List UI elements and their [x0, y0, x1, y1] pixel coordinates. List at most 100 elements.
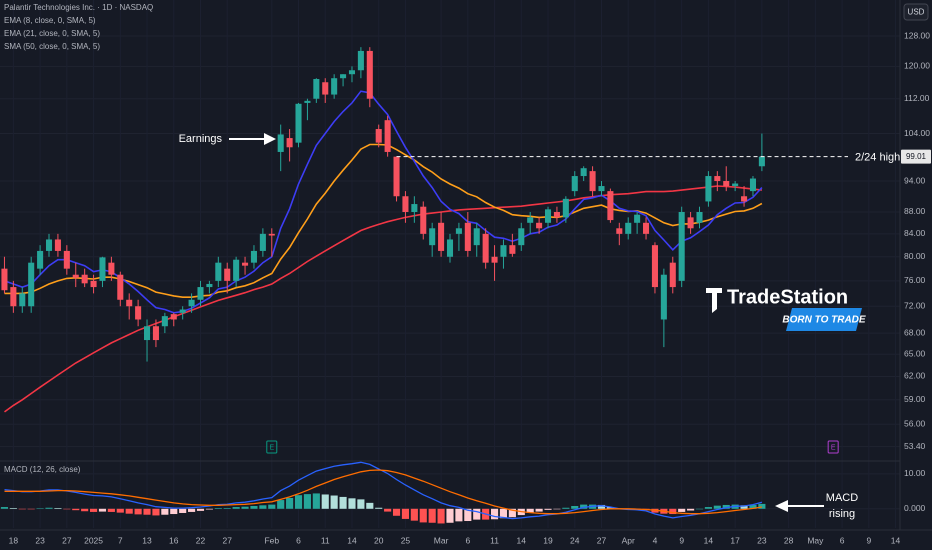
macd-histogram-bar: [205, 508, 213, 510]
candle-body: [313, 79, 320, 99]
macd-histogram-bar: [508, 508, 516, 518]
x-tick-label: 17: [730, 535, 740, 545]
x-tick-label: 14: [347, 535, 357, 545]
candle-body: [758, 156, 765, 167]
y-tick-label: 62.00: [904, 371, 926, 381]
candle-body: [696, 211, 703, 223]
macd-histogram-bar: [259, 505, 267, 509]
macd-histogram-bar: [18, 508, 26, 510]
macd-histogram-bar: [27, 508, 35, 510]
x-tick-label: 6: [465, 535, 470, 545]
macd-histogram-bar: [250, 506, 258, 509]
macd-histogram-bar: [188, 508, 196, 512]
macd-histogram-bar: [161, 508, 169, 515]
candle-body: [144, 326, 151, 341]
candle-body: [669, 262, 676, 288]
x-tick-label: 22: [196, 535, 206, 545]
candle-body: [678, 211, 685, 281]
candle-body: [536, 222, 543, 229]
macd-histogram-bar: [455, 508, 463, 522]
macd-histogram-bar: [0, 507, 9, 509]
macd-histogram-bar: [81, 508, 89, 512]
x-tick-label: 19: [543, 535, 553, 545]
macd-line: [4, 461, 763, 520]
candle-body: [215, 262, 222, 281]
earnings-note: Earnings: [179, 133, 223, 145]
marks: [0, 47, 766, 524]
x-tick-label: May: [807, 535, 824, 545]
y-tick-label: 0.000: [904, 503, 926, 513]
candle-body: [37, 250, 44, 269]
candle-body: [45, 239, 53, 251]
macd-histogram-bar: [98, 508, 107, 512]
macd-histogram-bar: [134, 508, 142, 515]
candle-body: [741, 196, 748, 202]
candle-body: [340, 74, 347, 79]
macd-histogram-bar: [90, 508, 98, 512]
macd-histogram-bar: [232, 507, 240, 509]
candle-body: [206, 283, 213, 288]
chart-title: Palantir Technologies Inc. · 1D · NASDAQ: [4, 3, 153, 12]
y-tick-label: 112.00: [904, 93, 930, 103]
macd-histogram-bar: [535, 508, 543, 512]
candle-body: [455, 228, 462, 234]
macd-histogram-bar: [366, 502, 374, 509]
macd-histogram-bar: [54, 508, 62, 509]
event-label: E: [831, 444, 836, 451]
candle-body: [366, 50, 373, 99]
candle-body: [705, 176, 712, 202]
macd-histogram-bar: [277, 500, 285, 509]
candle-body: [491, 256, 498, 263]
annotations: E E Earnings 2/24 high MACD rising: [179, 133, 901, 520]
candle-body: [625, 222, 632, 234]
candle-body: [527, 217, 534, 223]
macd-histogram-bar: [63, 508, 71, 510]
candle-body: [286, 138, 293, 148]
candle-body: [544, 209, 552, 223]
macd-histogram-bar: [375, 507, 383, 509]
candle-body: [135, 306, 142, 320]
candle-body: [63, 250, 70, 269]
macd-histogram-bar: [722, 504, 730, 509]
candle-body: [54, 239, 61, 251]
macd-histogram-bar: [669, 508, 677, 515]
candle-body: [1, 268, 8, 291]
y-tick-label: 68.00: [904, 327, 926, 337]
macd-histogram-bar: [384, 508, 392, 512]
candle-body: [179, 309, 186, 313]
candle-body: [152, 326, 159, 341]
macd-histogram-bar: [464, 508, 472, 522]
watermark: TradeStation BORN TO TRADE: [706, 286, 866, 331]
y-tick-label: 88.00: [904, 206, 926, 216]
x-tick-label: 7: [118, 535, 123, 545]
candle-body: [509, 245, 516, 254]
candle-body: [10, 287, 17, 307]
x-tick-label: 20: [374, 535, 384, 545]
candle-body: [197, 287, 204, 300]
y-tick-label: 128.00: [904, 30, 930, 40]
candle-body: [250, 250, 257, 263]
event-label: E: [269, 444, 274, 451]
logo-icon: [706, 288, 722, 313]
high-note: 2/24 high: [855, 152, 900, 164]
macd-histogram-bar: [170, 508, 178, 515]
currency-button[interactable]: [903, 3, 929, 21]
candle-body: [384, 120, 391, 152]
macd-histogram-bar: [286, 497, 294, 509]
y-tick-label: 59.00: [904, 394, 926, 404]
candle-body: [28, 262, 35, 307]
candle-body: [375, 129, 382, 143]
macd-histogram-bar: [45, 507, 53, 509]
y-tick-label: 94.00: [904, 175, 926, 185]
candle-body: [518, 228, 525, 246]
macd-histogram-bar: [553, 508, 561, 510]
x-tick-label: 27: [62, 535, 72, 545]
signal-line: [4, 469, 763, 515]
candle-body: [331, 78, 338, 95]
x-tick-label: 4: [653, 535, 658, 545]
macd-histogram-bar: [740, 505, 748, 509]
candle-body: [429, 228, 436, 246]
x-tick-label: 25: [401, 535, 411, 545]
macd-histogram-bar: [223, 508, 231, 509]
